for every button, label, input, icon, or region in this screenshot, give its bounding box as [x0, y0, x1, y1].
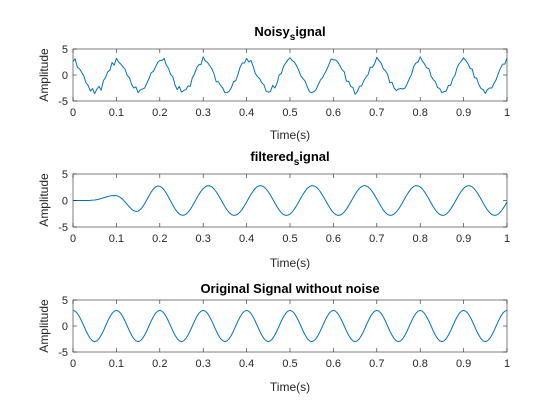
axes-box: [72, 299, 508, 353]
x-tick-label: 0.5: [282, 233, 297, 245]
x-tick-label: 0: [70, 107, 76, 119]
series-line: [72, 309, 508, 343]
x-tick-label: 0.6: [326, 107, 341, 119]
x-tick-label: 1: [504, 358, 510, 370]
x-tick-label: 0.3: [196, 358, 211, 370]
x-tick-label: 0.8: [413, 107, 428, 119]
x-tick-label: 0.7: [369, 233, 384, 245]
x-tick-label: 0.1: [109, 233, 124, 245]
subplot-original-signal: Original Signal without noise 0 0.1 0.2 0.3…: [37, 281, 510, 394]
x-tick-label: 1: [504, 107, 510, 119]
x-tick-label: 0.7: [369, 358, 384, 370]
x-tick-label: 0.3: [196, 107, 211, 119]
x-tick-label: 0.1: [109, 107, 124, 119]
x-tick-label: 1: [504, 233, 510, 245]
x-tick-label: 0.8: [413, 358, 428, 370]
y-tick-label: -5: [58, 347, 68, 359]
x-tick-label: 0.9: [456, 107, 471, 119]
subplot-title: Noisysignal: [254, 24, 325, 43]
x-tick-label: 0.2: [152, 107, 167, 119]
subplot-noisy-signal: Noisysignal 0 0.1 0.2 0.3 0.4 0.5 0.6 0.7 0.8 0.9…: [37, 24, 510, 142]
y-tick-label: 5: [62, 44, 68, 56]
y-tick-label: 0: [62, 70, 68, 82]
x-tick-label: 0.9: [456, 358, 471, 370]
series-line: [73, 185, 508, 216]
x-tick-label: 0.4: [239, 233, 254, 245]
y-axis-label: Amplitude: [37, 173, 51, 227]
x-axis-label: Time(s): [270, 256, 310, 270]
x-tick-label: 0.5: [282, 358, 297, 370]
x-tick-label: 0.5: [282, 107, 297, 119]
y-axis-label: Amplitude: [37, 299, 51, 353]
x-axis-label: Time(s): [270, 380, 310, 394]
x-tick-label: 0.3: [196, 233, 211, 245]
subplot-title: filteredsignal: [250, 149, 329, 168]
y-tick-label: -5: [58, 96, 68, 108]
y-tick-label: -5: [58, 222, 68, 234]
series-line: [72, 56, 508, 95]
axes-box: [72, 48, 508, 102]
y-tick-label: 5: [62, 295, 68, 307]
x-tick-label: 0: [70, 358, 76, 370]
axes-box: [72, 173, 508, 228]
x-tick-label: 0.1: [109, 358, 124, 370]
x-tick-label: 0.9: [456, 233, 471, 245]
x-tick-label: 0.6: [326, 233, 341, 245]
y-tick-label: 5: [62, 169, 68, 181]
x-tick-label: 0.4: [239, 107, 254, 119]
x-axis-label: Time(s): [270, 128, 310, 142]
x-tick-label: 0.7: [369, 107, 384, 119]
x-tick-label: 0: [70, 233, 76, 245]
y-tick-label: 0: [62, 321, 68, 333]
x-tick-label: 0.4: [239, 358, 254, 370]
y-tick-label: 0: [62, 196, 68, 208]
y-axis-label: Amplitude: [37, 48, 51, 102]
subplot-title: Original Signal without noise: [200, 281, 379, 296]
x-tick-label: 0.6: [326, 358, 341, 370]
x-tick-label: 0.2: [152, 358, 167, 370]
x-tick-label: 0.8: [413, 233, 428, 245]
subplot-filtered-signal: filteredsignal 0 0.1 0.2 0.3 0.4 0.5 0.6 0.7 0.8…: [37, 149, 510, 270]
x-tick-label: 0.2: [152, 233, 167, 245]
